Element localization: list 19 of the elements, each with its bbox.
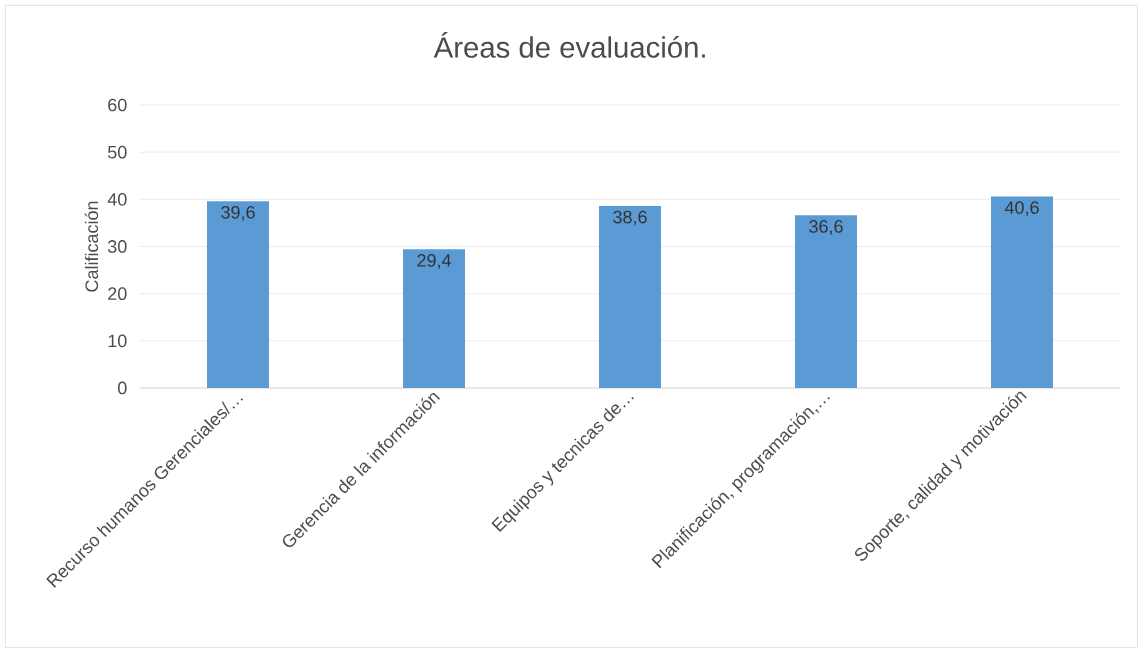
- data-label: 38,6: [613, 210, 647, 226]
- chart-title: Áreas de evaluación.: [433, 32, 705, 58]
- y-tick-label: 30: [107, 240, 127, 253]
- y-tick-label: 40: [107, 192, 127, 206]
- data-label: 29,4: [417, 254, 451, 269]
- bar: [403, 249, 465, 388]
- bar: [207, 201, 270, 388]
- y-tick-label: 20: [108, 287, 127, 301]
- y-tick-label: 0: [118, 381, 127, 395]
- data-label: 39,6: [221, 205, 255, 221]
- bar: [599, 205, 661, 388]
- bar: [990, 196, 1053, 388]
- data-label: 36,6: [809, 220, 843, 235]
- y-tick-label: 50: [107, 145, 127, 159]
- y-tick-label: 60: [108, 98, 127, 112]
- bar: [794, 215, 857, 388]
- y-axis-title: Calificación: [84, 201, 99, 292]
- data-label: 40,6: [1004, 201, 1039, 217]
- y-tick-label: 10: [108, 334, 127, 348]
